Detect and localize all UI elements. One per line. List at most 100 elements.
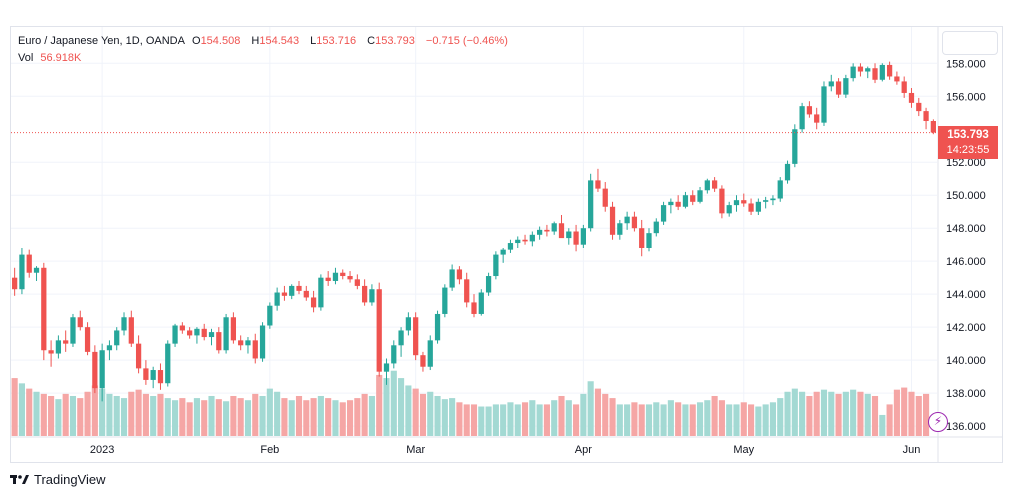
- volume-bar: [441, 399, 448, 436]
- high-label: H: [251, 35, 260, 47]
- volume-bar: [77, 398, 84, 436]
- scale-options-box[interactable]: [942, 31, 998, 55]
- volume-bar: [434, 395, 441, 436]
- volume-bar: [383, 378, 390, 436]
- candle-body: [558, 223, 565, 239]
- volume-bar: [908, 391, 915, 436]
- volume-bar: [463, 404, 470, 436]
- time-axis[interactable]: 2023FebMarAprMayJunJul: [90, 444, 1012, 456]
- volume-bar: [543, 404, 550, 436]
- volume-bar: [806, 395, 813, 436]
- candle-body: [595, 180, 601, 189]
- y-tick-label: 156.000: [946, 91, 986, 103]
- volume-bar: [886, 404, 893, 436]
- volume-bar: [412, 388, 419, 436]
- candle-body: [529, 234, 535, 242]
- volume-bar: [398, 378, 405, 436]
- volume-bar: [500, 404, 507, 436]
- volume-bar: [624, 404, 631, 436]
- price-axis[interactable]: 136.000 138.000 140.000 142.000 144.000 146.0…: [946, 58, 986, 433]
- candle-body: [726, 205, 732, 214]
- candle-body: [434, 313, 441, 341]
- volume-bar: [857, 391, 864, 436]
- volume-bars: [11, 370, 930, 436]
- volume-bar: [558, 395, 565, 436]
- y-tick-label: 148.000: [946, 223, 986, 235]
- volume-bar: [799, 391, 806, 436]
- volume-bar: [303, 400, 310, 436]
- candle-body: [478, 292, 484, 314]
- volume-bar: [55, 399, 62, 436]
- volume-bar: [419, 393, 427, 436]
- symbol-label[interactable]: Euro / Japanese Yen, 1D, OANDA: [18, 35, 185, 47]
- volume-bar: [252, 393, 259, 436]
- candle-body: [719, 188, 725, 214]
- volume-bar: [602, 393, 609, 436]
- volume-bar: [33, 391, 40, 436]
- last-price-badge: 153.793 14:23:55: [938, 126, 998, 159]
- volume-bar: [587, 381, 594, 436]
- volume-bar: [871, 395, 879, 436]
- x-tick-label: Jun: [903, 444, 921, 456]
- volume-bar: [346, 400, 354, 436]
- y-tick-label: 136.000: [946, 421, 986, 433]
- volume-bar: [478, 406, 485, 436]
- candle-body: [391, 345, 397, 364]
- volume-bar: [427, 391, 434, 436]
- volume-bar: [244, 400, 252, 436]
- volume-bar: [208, 395, 215, 436]
- candle-body: [850, 66, 856, 79]
- footer-brand[interactable]: TradingView: [10, 472, 106, 487]
- candle-body: [485, 276, 492, 293]
- volume-bar: [514, 404, 521, 436]
- volume-bar: [696, 402, 704, 436]
- candle-body: [566, 231, 572, 239]
- volume-bar: [507, 402, 514, 436]
- volume-bar: [354, 398, 361, 436]
- candle-body: [471, 302, 477, 314]
- candle-body: [427, 340, 433, 367]
- price-candles: [12, 61, 936, 402]
- volume-bar: [368, 395, 375, 436]
- y-tick-label: 158.000: [946, 58, 986, 70]
- volume-bar: [18, 383, 25, 436]
- candle-body: [617, 223, 623, 235]
- open-number: 154.508: [200, 35, 241, 47]
- volume-bar: [529, 400, 536, 436]
- candle-body: [551, 223, 557, 232]
- volume-bar: [733, 404, 740, 436]
- candle-body: [668, 201, 674, 206]
- volume-bar: [842, 391, 849, 436]
- volume-bar: [711, 395, 718, 436]
- candle-body: [289, 285, 295, 296]
- candle-body: [741, 200, 747, 204]
- candle-body: [908, 92, 915, 103]
- candle-body: [763, 200, 769, 202]
- volume-bar: [84, 391, 91, 436]
- volume-bar: [565, 400, 572, 436]
- volume-bar: [215, 399, 222, 436]
- candle-body: [33, 267, 40, 273]
- candle-body: [609, 206, 616, 235]
- candle-body: [347, 276, 353, 280]
- candle-body: [318, 277, 324, 308]
- candle-body: [894, 76, 900, 82]
- candle-body: [639, 228, 645, 248]
- candle-body: [143, 368, 149, 380]
- candle-body: [493, 254, 499, 277]
- candle-body: [536, 229, 543, 235]
- candle-body: [631, 216, 638, 229]
- close-number: 153.793: [375, 35, 415, 47]
- volume-bar: [769, 402, 777, 436]
- candle-body: [19, 254, 25, 290]
- candle-body: [777, 180, 783, 199]
- volume-bar: [850, 389, 857, 436]
- candle-body: [792, 129, 798, 164]
- lightning-icon[interactable]: ⚡: [928, 412, 948, 432]
- candle-body: [77, 317, 83, 328]
- volume-bar: [923, 393, 930, 436]
- volume-bar: [653, 402, 660, 436]
- candle-body: [340, 272, 346, 277]
- candle-body: [296, 285, 302, 291]
